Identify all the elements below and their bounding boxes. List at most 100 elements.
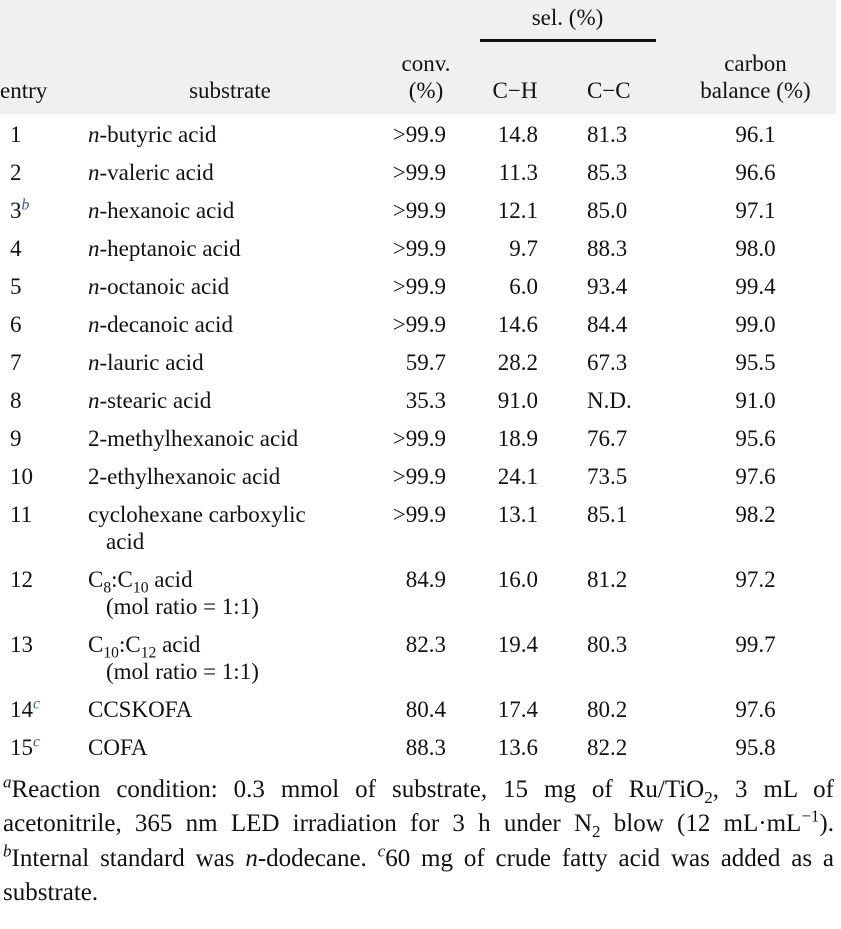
entry: 6 (10, 312, 22, 337)
text: -octanoic acid (99, 274, 230, 299)
substrate-line: C8:C10 acid (88, 566, 372, 596)
conv-cell: >99.9 (392, 274, 446, 299)
text-sup-i: b (3, 841, 12, 861)
entry-cell: 6 (0, 306, 88, 344)
carbon-cell: 95.6 (735, 426, 776, 451)
text: -hexanoic acid (99, 198, 235, 223)
conv-cell: 88.3 (405, 735, 446, 760)
text: blow (12 mL·mL (600, 810, 802, 837)
carbon-cell: 99.7 (735, 632, 776, 657)
header-sel: sel. (%) (479, 4, 656, 42)
ch-cell: 14.8 (497, 122, 538, 147)
ch-cell: 24.1 (497, 464, 538, 489)
text: -heptanoic acid (99, 236, 241, 261)
text: acid (156, 632, 201, 657)
substrate-cell: C8:C10 acid (mol ratio = 1:1) (88, 561, 372, 626)
header-entry: entry (0, 42, 88, 114)
ch-cell: 13.1 (497, 502, 538, 527)
conv-cell: >99.9 (392, 160, 446, 185)
text-sup-i: c (377, 841, 386, 861)
ch-cell: 17.4 (497, 697, 538, 722)
conv-cell: >99.9 (392, 464, 446, 489)
ch-cell: 16.0 (497, 567, 538, 592)
cc-cell: N.D. (587, 388, 632, 413)
substrate-line: C10:C12 acid (88, 631, 372, 661)
text-italic: n (88, 312, 100, 337)
header-text: carbon (724, 51, 787, 76)
substrate-line: (mol ratio = 1:1) (88, 658, 372, 685)
cc-cell: 80.3 (587, 632, 628, 657)
table-row: 11 cyclohexane carboxylic acid >99.9 13.1 85.… (0, 496, 836, 561)
cc-cell: 88.3 (587, 236, 628, 261)
table-row: 8 n-stearic acid 35.3 91.0 N.D. 91.0 (0, 382, 836, 420)
text: 2-methylhexanoic acid (88, 426, 299, 451)
conv-cell: 59.7 (405, 350, 446, 375)
carbon-cell: 97.6 (735, 464, 776, 489)
text-sub: 2 (592, 822, 601, 841)
text: C (88, 632, 104, 657)
entry-cell: 9 (0, 420, 88, 458)
text-sub: 10 (132, 579, 149, 597)
conv-cell: 84.9 (405, 567, 446, 592)
note: c (33, 695, 40, 713)
entry: 12 (10, 567, 33, 592)
ch-cell: 18.9 (497, 426, 538, 451)
conv-cell: 80.4 (405, 697, 446, 722)
text: :C (111, 567, 133, 592)
text: -stearic acid (99, 388, 212, 413)
conv-cell: >99.9 (392, 312, 446, 337)
entry-cell: 11 (0, 496, 88, 561)
substrate-line: n-decanoic acid (88, 311, 372, 338)
substrate-line: n-butyric acid (88, 121, 372, 148)
table-row: 12 C8:C10 acid (mol ratio = 1:1) 84.9 16.0 81… (0, 561, 836, 626)
text: C (88, 567, 104, 592)
text: CCSKOFA (88, 697, 193, 722)
text: cyclohexane carboxylic (88, 502, 306, 527)
text-sub: 10 (103, 644, 119, 662)
substrate-line: (mol ratio = 1:1) (88, 593, 372, 620)
conv-cell: >99.9 (392, 426, 446, 451)
header-substrate: substrate (88, 42, 372, 114)
header-carbon: carbon balance (%) (675, 42, 836, 114)
entry: 14 (10, 697, 33, 722)
cc-cell: 73.5 (587, 464, 628, 489)
cc-cell: 82.2 (587, 735, 628, 760)
entry-cell: 13 (0, 626, 88, 691)
ch-cell: 11.3 (498, 160, 538, 185)
substrate-cell: cyclohexane carboxylic acid (88, 496, 372, 561)
text: COFA (88, 735, 148, 760)
text: (mol ratio = 1:1) (106, 594, 259, 619)
entry-cell: 15c (0, 729, 88, 767)
table-row: 6 n-decanoic acid >99.9 14.6 84.4 99.0 (0, 306, 836, 344)
ch-cell: 13.6 (497, 735, 538, 760)
text-italic: n (88, 198, 100, 223)
conv-cell: >99.9 (392, 122, 446, 147)
carbon-cell: 97.2 (735, 567, 776, 592)
note: c (33, 733, 40, 751)
substrate-line: CCSKOFA (88, 696, 372, 723)
substrate-line: 2-methylhexanoic acid (88, 425, 372, 452)
text-italic: n (88, 236, 100, 261)
carbon-cell: 98.0 (735, 236, 776, 261)
text: -butyric acid (99, 122, 217, 147)
carbon-cell: 97.1 (735, 198, 776, 223)
entry: 10 (10, 464, 33, 489)
substrate-cell: n-hexanoic acid (88, 192, 372, 230)
substrate-cell: C10:C12 acid (mol ratio = 1:1) (88, 626, 372, 691)
text-sup-i: a (3, 772, 12, 792)
carbon-cell: 98.2 (735, 502, 776, 527)
text: -valeric acid (99, 160, 214, 185)
table-header: sel. (%) entry substrate conv. (%) C−H C−… (0, 0, 836, 114)
entry-cell: 3b (0, 192, 88, 230)
entry-cell: 10 (0, 458, 88, 496)
entry-cell: 12 (0, 561, 88, 626)
carbon-cell: 99.0 (735, 312, 776, 337)
cc-cell: 85.0 (587, 198, 628, 223)
entry-cell: 8 (0, 382, 88, 420)
substrate-line: cyclohexane carboxylic (88, 501, 372, 528)
footnote: aReaction condition: 0.3 mmol of substra… (0, 767, 841, 911)
text-sub: 12 (140, 644, 157, 662)
cc-cell: 81.3 (587, 122, 628, 147)
entry-cell: 2 (0, 154, 88, 192)
conv-cell: >99.9 (392, 236, 446, 261)
